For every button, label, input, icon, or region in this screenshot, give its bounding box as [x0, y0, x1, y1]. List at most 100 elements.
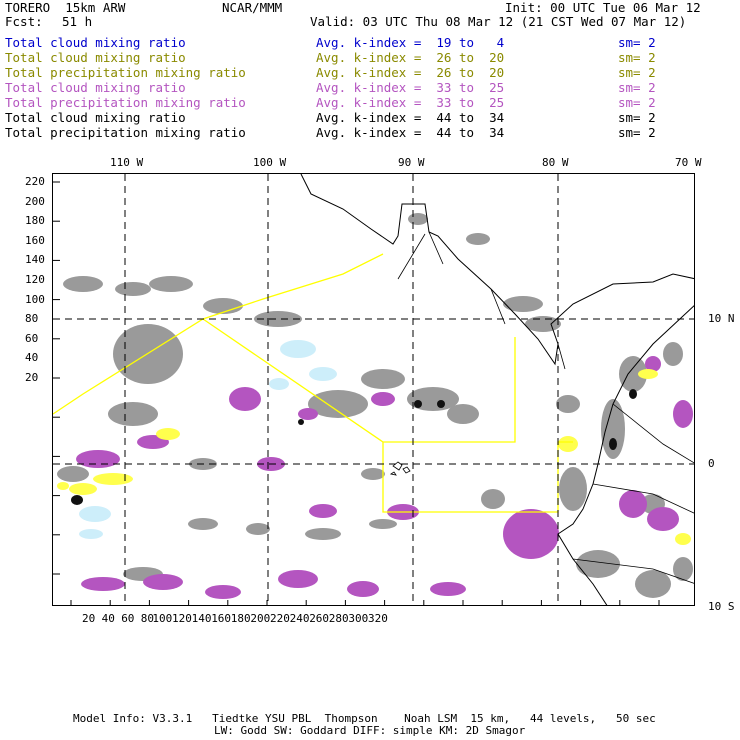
cloud-mixing-area [663, 342, 683, 366]
precip-mixing-area [347, 581, 379, 597]
cloud-mixing-area [576, 550, 620, 578]
bottom-x-label: 200 [250, 612, 271, 625]
legend-sm: sm= 2 [618, 65, 656, 80]
mid-kindex-area [69, 483, 97, 495]
cloud-mixing-area [601, 399, 625, 459]
left-y-label: 160 [25, 233, 45, 247]
legend-field: Total cloud mixing ratio [5, 50, 186, 65]
bottom-x-label: 160 [211, 612, 232, 625]
cloud-mixing-area [408, 213, 428, 225]
cloud-mixing-area [246, 523, 270, 535]
precip-mixing-area [503, 509, 559, 559]
cloud-mixing-area [308, 390, 368, 418]
legend-kindex: Avg. k-index = 33 to 25 [316, 95, 505, 110]
mid-kindex-area [558, 436, 578, 452]
cloud-mixing-area [369, 519, 397, 529]
bottom-x-label: 280 [328, 612, 349, 625]
precip-mixing-area [205, 585, 241, 599]
right-lat-label: 10 N [708, 312, 735, 325]
left-y-label: 100 [25, 292, 45, 306]
left-y-label: 40 [25, 351, 39, 365]
legend-sm: sm= 2 [618, 80, 656, 95]
legend-kindex: Avg. k-index = 26 to 20 [316, 50, 505, 65]
legend-field: Total precipitation mixing ratio [5, 65, 246, 80]
mid-kindex-area [638, 369, 658, 379]
bottom-x-label: 300 [348, 612, 369, 625]
high-kindex-core [437, 400, 445, 408]
precip-mixing-area [673, 400, 693, 428]
subdomain-boundary [382, 441, 573, 513]
precip-mixing-area [645, 356, 661, 372]
bottom-x-label: 20 [82, 612, 96, 625]
map-panel [52, 173, 695, 606]
cloud-mixing-area [108, 402, 158, 426]
mid-kindex-area [57, 482, 69, 490]
subdomain-boundary [53, 253, 384, 415]
cloud-mixing-area [503, 296, 543, 312]
top-lon-label: 70 W [675, 156, 702, 169]
bottom-x-label: 100 [152, 612, 173, 625]
valid-time: Valid: 03 UTC Thu 08 Mar 12 (21 CST Wed … [310, 14, 687, 29]
legend-kindex: Avg. k-index = 26 to 20 [316, 65, 505, 80]
cloud-mixing-area [115, 282, 151, 296]
right-lat-label: 0 [708, 457, 715, 470]
precip-mixing-area [81, 577, 125, 591]
galapagos-islands [389, 461, 411, 476]
cloud-mixing-area [466, 233, 490, 245]
cloud-mixing-area [447, 404, 479, 424]
subdomain-boundary [202, 318, 516, 443]
precip-mixing-area [309, 504, 337, 518]
legend-sm: sm= 2 [618, 50, 656, 65]
legend-field: Total cloud mixing ratio [5, 110, 186, 125]
legend-sm: sm= 2 [618, 125, 656, 140]
high-kindex-core [609, 438, 617, 450]
model-title: TORERO 15km ARW [5, 0, 126, 15]
cloud-mixing-area [619, 356, 647, 392]
thin-cloud-area [79, 529, 103, 539]
precip-mixing-area [647, 507, 679, 531]
cloud-mixing-area [305, 528, 341, 540]
precip-mixing-area [371, 392, 395, 406]
bottom-x-label: 140 [191, 612, 212, 625]
cloud-mixing-area [673, 557, 693, 581]
bottom-x-label: 40 [101, 612, 115, 625]
precip-mixing-area [143, 574, 183, 590]
cloud-mixing-area [559, 467, 587, 511]
bottom-x-label: 240 [289, 612, 310, 625]
coastline-central-america [300, 174, 694, 366]
left-y-label: 120 [25, 273, 45, 286]
high-kindex-core [414, 400, 422, 408]
bottom-x-label: 80 [140, 612, 155, 625]
cloud-mixing-area [635, 570, 671, 598]
bottom-x-label: 220 [270, 612, 290, 625]
model-info-line1: Model Info: V3.3.1 Tiedtke YSU PBL Thomp… [73, 712, 656, 725]
bottom-x-label: 260 [309, 612, 330, 625]
thin-cloud-area [79, 506, 111, 522]
cloud-mixing-area [556, 395, 580, 413]
legend-sm: sm= 2 [618, 110, 656, 125]
precip-mixing-area [430, 582, 466, 596]
thin-cloud-area [280, 340, 316, 358]
left-y-label: 200 [25, 194, 45, 208]
legend-field: Total precipitation mixing ratio [5, 125, 246, 140]
org-label: NCAR/MMM [222, 0, 283, 15]
high-kindex-core [629, 389, 637, 399]
model-info-line2: LW: Godd SW: Goddard DIFF: simple KM: 2D… [214, 724, 526, 737]
legend-kindex: Avg. k-index = 44 to 34 [316, 110, 505, 125]
bottom-x-label: 120 [172, 612, 192, 625]
mid-kindex-area [675, 533, 691, 545]
forecast-hour: 51 h [62, 14, 93, 29]
legend-field: Total cloud mixing ratio [5, 35, 186, 50]
init-time: Init: 00 UTC Tue 06 Mar 12 [505, 0, 701, 15]
precip-mixing-area [229, 387, 261, 411]
bottom-x-label: 60 [121, 612, 135, 625]
legend-kindex: Avg. k-index = 19 to 4 [316, 35, 505, 50]
cloud-mixing-area [203, 298, 243, 314]
high-kindex-core [298, 419, 304, 425]
top-lon-label: 110 W [110, 156, 144, 169]
legend-kindex: Avg. k-index = 33 to 25 [316, 80, 505, 95]
cloud-mixing-area [63, 276, 103, 292]
left-y-label: 20 [25, 371, 39, 384]
mid-kindex-area [93, 473, 133, 485]
cloud-mixing-area [254, 311, 302, 327]
